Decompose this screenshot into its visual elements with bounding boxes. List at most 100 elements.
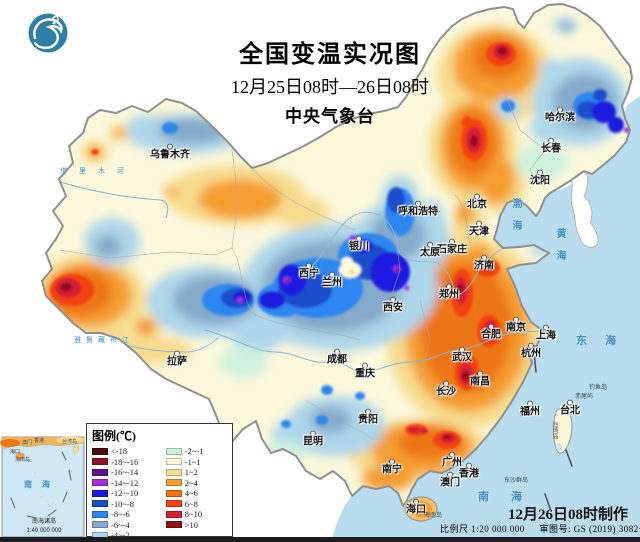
legend-color-swatch: [165, 500, 182, 508]
sea-label: 东海: [576, 335, 634, 347]
legend-color-swatch: [92, 510, 108, 518]
scale-text: 比例尺 1:20 000 000: [440, 524, 525, 534]
city-marker-dot: [527, 400, 533, 407]
city-label: 长沙: [436, 380, 456, 398]
city-label: 成都: [327, 348, 347, 366]
legend-range-label: >10: [184, 519, 199, 530]
city-marker-dot: [474, 193, 480, 200]
city-marker-dot: [334, 348, 340, 355]
city-marker-dot: [446, 283, 452, 290]
legend-item: -6~-4: [92, 520, 162, 531]
legend-items: <-18 -18~-16 -16~-14 -14~-12 -12~-10 -10~-8 -8…: [92, 446, 227, 541]
legend-color-swatch: [92, 468, 108, 476]
legend-range-label: 4~6: [184, 488, 198, 498]
city-label: 兰州: [322, 271, 342, 289]
sea-label: 黄海: [554, 228, 565, 272]
city-marker-dot: [427, 241, 433, 248]
legend-range-label: -1~1: [184, 456, 201, 467]
legend-range-label: -8~-6: [111, 509, 130, 519]
city-marker-dot: [306, 262, 312, 269]
city-marker-dot: [548, 137, 554, 144]
city-label: 合肥: [481, 323, 501, 341]
city-label: 拉萨: [167, 350, 187, 368]
city-marker-dot: [528, 342, 534, 349]
inset-coast-label: 海口: [10, 449, 21, 455]
city-label: 重庆: [355, 362, 375, 380]
city-marker-dot: [537, 169, 543, 176]
legend-range-label: <-18: [111, 446, 128, 456]
city-label: 福州: [520, 400, 540, 418]
city-marker-dot: [413, 498, 419, 505]
city-name: 北京: [467, 199, 487, 211]
city-label: 台北: [560, 399, 580, 417]
city-label: 北京: [467, 193, 487, 211]
legend-range-label: -6~-4: [111, 519, 130, 530]
city-label: 石家庄: [437, 238, 467, 256]
city-name: 沈阳: [530, 175, 550, 187]
city-marker-dot: [167, 143, 173, 150]
legend-range-label: 8~10: [184, 509, 203, 519]
city-name: 台北: [560, 405, 580, 417]
island-label: 海南岛: [424, 513, 443, 519]
legend-item: -16~-14: [92, 467, 162, 478]
city-name: 长春: [541, 143, 561, 155]
island-label: 赤尾屿: [575, 394, 594, 400]
bottom-edge-bar: [0, 537, 640, 542]
legend-panel: 图例(℃) <-18 -18~-16 -16~-14 -14~-12 -12~-10 -1…: [86, 423, 233, 539]
city-name: 西安: [383, 302, 403, 314]
legend-color-swatch: [92, 447, 108, 455]
city-marker-dot: [365, 408, 371, 415]
legend-range-label: 1~2: [184, 467, 198, 477]
city-label: 上海: [536, 324, 556, 342]
city-label: 广州: [442, 451, 462, 469]
city-marker-dot: [543, 324, 549, 331]
legend-color-swatch: [165, 489, 182, 497]
legend-item: <-18: [92, 446, 162, 457]
city-name: 广州: [442, 457, 462, 469]
city-marker-dot: [449, 451, 455, 458]
city-name: 澳门: [440, 477, 460, 489]
city-name: 海口: [406, 504, 426, 516]
legend-item: 1~2: [165, 467, 227, 478]
legend-item: 8~10: [165, 509, 227, 520]
city-label: 南宁: [382, 458, 402, 476]
city-name: 南宁: [382, 464, 402, 476]
map-scale-row: 比例尺 1:20 000 000 审图号: GS (2019) 3082号: [440, 522, 640, 535]
city-name: 太原: [420, 247, 440, 259]
legend-range-label: 6~8: [184, 498, 198, 509]
city-name: 南昌: [470, 376, 490, 388]
legend-item: >10: [165, 519, 227, 531]
city-label: 乌鲁木齐: [150, 143, 190, 161]
city-name: 成都: [327, 354, 347, 366]
city-name: 西宁: [299, 268, 319, 280]
city-name: 石家庄: [437, 244, 467, 256]
legend-item: -18~-16: [92, 457, 162, 468]
city-marker-dot: [310, 430, 316, 437]
legend-color-swatch: [165, 468, 182, 476]
legend-color-swatch: [165, 479, 182, 487]
city-marker-dot: [449, 238, 455, 245]
island-label: 钓鱼岛: [589, 385, 608, 391]
city-marker-dot: [390, 296, 396, 303]
river-label: 塔里木河: [60, 168, 136, 175]
legend-color-swatch: [165, 447, 182, 455]
city-label: 澳门: [440, 471, 460, 489]
legend-item: -14~-12: [92, 478, 162, 489]
legend-color-swatch: [165, 521, 182, 529]
city-name: 郑州: [439, 289, 459, 301]
city-name: 济南: [474, 260, 494, 272]
city-marker-dot: [488, 323, 494, 330]
inset-scale-label: 1:40 000 000: [26, 528, 62, 534]
legend-item: -10~-8: [92, 499, 162, 510]
sea-label: 南海: [478, 491, 544, 503]
city-name: 合肥: [481, 329, 501, 341]
legend-range-label: -4~-2: [111, 530, 130, 540]
legend-range-label: -2~-1: [184, 446, 204, 456]
city-label: 郑州: [439, 283, 459, 301]
city-label: 西宁: [299, 262, 319, 280]
legend-item: 4~6: [165, 488, 227, 499]
city-marker-dot: [513, 316, 519, 323]
legend-item: -8~-6: [92, 509, 162, 520]
city-marker-dot: [476, 220, 482, 227]
